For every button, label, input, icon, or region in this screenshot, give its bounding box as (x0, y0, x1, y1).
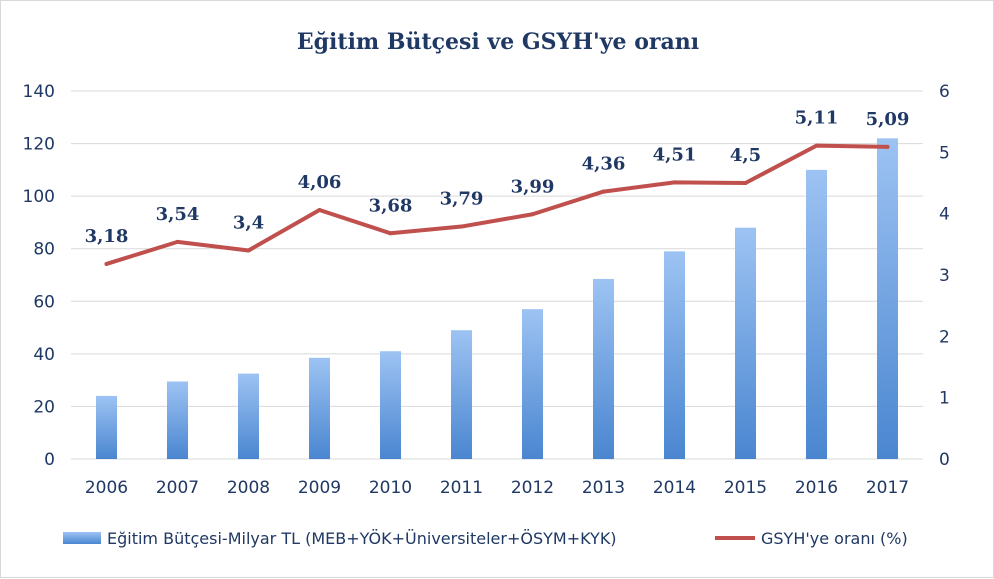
bar (380, 351, 401, 459)
bar (735, 227, 756, 459)
line-point (388, 231, 393, 236)
bar (522, 309, 543, 459)
y-right-tick-label: 2 (939, 327, 950, 347)
data-label: 3,4 (233, 212, 264, 233)
data-label: 4,36 (582, 154, 626, 175)
data-labels: 3,18 3,54 3,4 4,06 3,68 3,79 3,99 4,36 4,51 4,5 5,… (85, 108, 910, 247)
line-series (104, 143, 890, 266)
line-point (317, 207, 322, 212)
line-path (104, 143, 890, 266)
data-label: 4,51 (653, 144, 697, 165)
x-tick-label: 2012 (511, 478, 554, 498)
bar (309, 357, 330, 459)
legend-bar-label: Eğitim Bütçesi-Milyar TL (MEB+YÖK+Üniver… (107, 529, 617, 548)
axes: 0 20 40 60 80 100 120 140 0 1 2 3 4 5 6 2006 2007 2008 200… (23, 82, 950, 498)
bar (593, 278, 614, 459)
y-right-tick-label: 3 (939, 266, 950, 286)
y-left-tick-label: 100 (23, 187, 55, 207)
x-tick-label: 2010 (369, 478, 412, 498)
legend: Eğitim Bütçesi-Milyar TL (MEB+YÖK+Üniver… (63, 529, 908, 548)
bar (167, 381, 188, 459)
line-point (885, 144, 890, 149)
x-tick-label: 2017 (866, 478, 909, 498)
y-right-tick-label: 0 (939, 450, 950, 470)
y-right-tick-label: 5 (939, 143, 950, 163)
x-tick-label: 2013 (582, 478, 625, 498)
data-label: 5,11 (795, 108, 839, 129)
y-right-tick-label: 1 (939, 389, 950, 409)
y-left-tick-label: 120 (23, 135, 55, 155)
line-point (104, 261, 109, 266)
x-tick-label: 2014 (653, 478, 696, 498)
x-tick-label: 2009 (298, 478, 341, 498)
bar (877, 138, 898, 460)
x-tick-label: 2006 (85, 478, 128, 498)
line-point (175, 239, 180, 244)
bar (96, 395, 117, 459)
line-point (814, 143, 819, 148)
legend-line-label: GSYH'ye oranı (%) (761, 529, 908, 548)
line-point (743, 181, 748, 185)
legend-bar-swatch (63, 532, 101, 544)
bar-series (96, 138, 898, 460)
line-point (601, 189, 606, 194)
line-point (459, 224, 464, 229)
y-left-tick-label: 0 (44, 450, 55, 470)
y-left-tick-label: 80 (33, 240, 55, 260)
data-label: 3,18 (85, 226, 129, 247)
data-label: 3,79 (440, 189, 484, 210)
gridlines (71, 90, 923, 460)
y-left-tick-label: 20 (33, 397, 55, 417)
data-label: 5,09 (866, 109, 910, 130)
data-label: 3,99 (511, 176, 555, 197)
line-point (530, 212, 535, 217)
bar (806, 169, 827, 459)
data-label: 3,68 (369, 195, 413, 216)
x-tick-label: 2008 (227, 478, 270, 498)
y-left-tick-label: 40 (33, 345, 55, 365)
x-tick-label: 2016 (795, 478, 838, 498)
chart-title: Eğitim Bütçesi ve GSYH'ye oranı (297, 29, 699, 55)
bar (238, 373, 259, 459)
x-tick-label: 2007 (156, 478, 199, 498)
y-left-tick-label: 140 (23, 82, 55, 102)
y-right-tick-label: 6 (939, 82, 950, 102)
data-label: 3,54 (156, 204, 200, 225)
line-point (672, 180, 677, 185)
bar (451, 330, 472, 459)
data-label: 4,5 (730, 145, 761, 166)
x-tick-label: 2015 (724, 478, 767, 498)
data-label: 4,06 (298, 172, 342, 193)
y-right-tick-label: 4 (939, 205, 950, 225)
y-left-tick-label: 60 (33, 292, 55, 312)
bar (664, 251, 685, 459)
line-point (246, 248, 251, 253)
x-tick-label: 2011 (440, 478, 483, 498)
